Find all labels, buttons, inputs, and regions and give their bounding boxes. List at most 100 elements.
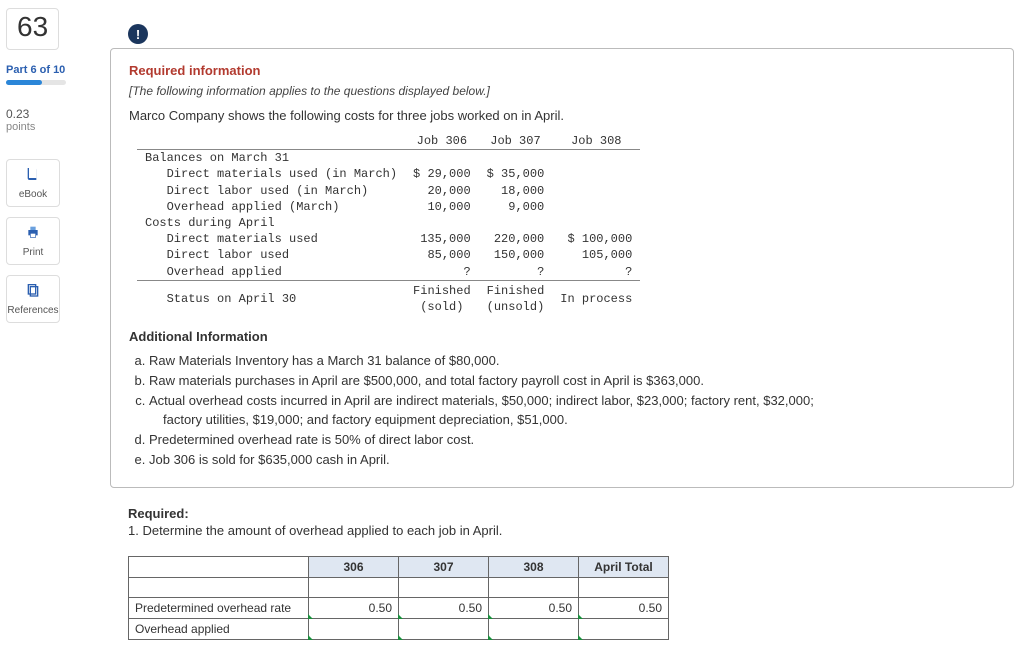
printer-icon [25,224,41,243]
book-icon [25,166,41,185]
cost-table: Job 306 Job 307 Job 308 Balances on Marc… [137,133,640,315]
answer-row-label: Overhead applied [129,619,309,640]
applies-note: [The following information applies to th… [129,84,995,98]
ebook-button[interactable]: eBook [6,159,60,207]
question-number-box: 63 [6,8,59,50]
required-information-panel: Required information [The following info… [110,48,1014,488]
sidebar: 63 Part 6 of 10 0.23 points eBook Print … [0,0,110,333]
cost-table-row: Direct materials used (in March)$ 29,000… [137,166,640,182]
cost-table-cell [479,215,553,231]
cost-table-row-label: Overhead applied [137,264,405,281]
answer-cell [579,578,669,598]
cost-table-row: Balances on March 31 [137,150,640,167]
answer-table: 306 307 308 April Total Predetermined ov… [128,556,669,640]
info-item-a: Raw Materials Inventory has a March 31 b… [149,352,995,370]
answer-cell[interactable] [399,619,489,640]
answer-cell[interactable]: 0.50 [309,598,399,619]
cost-table-cell [552,150,640,167]
answer-cell[interactable]: 0.50 [579,598,669,619]
cost-table-cell [405,215,479,231]
cost-table-cell: 20,000 [405,183,479,199]
cost-table-row: Direct labor used85,000150,000105,000 [137,247,640,263]
part-indicator: Part 6 of 10 [6,64,110,76]
cost-table-row: Overhead applied??? [137,264,640,281]
ebook-label: eBook [19,189,47,200]
references-label: References [7,305,58,316]
cost-table-cell: $ 100,000 [552,231,640,247]
answer-col-307: 307 [399,557,489,578]
cost-table-header-306: Job 306 [405,133,479,150]
cost-table-cell: ? [405,264,479,281]
cost-table-status-label: Status on April 30 [137,280,405,315]
cost-table-cell: 150,000 [479,247,553,263]
cost-table-cell [552,199,640,215]
answer-cell [399,578,489,598]
required-information-heading: Required information [129,63,995,78]
cost-table-row-label: Direct labor used (in March) [137,183,405,199]
info-item-e: Job 306 is sold for $635,000 cash in Apr… [149,451,995,469]
cost-table-cell: 105,000 [552,247,640,263]
cost-table-cell: 85,000 [405,247,479,263]
cost-table-cell [552,183,640,199]
cost-table-cell: 10,000 [405,199,479,215]
answer-table-corner [129,557,309,578]
cost-table-cell [552,166,640,182]
additional-information-list: Raw Materials Inventory has a March 31 b… [129,352,995,469]
answer-row-label [129,578,309,598]
cost-table-cell: ? [552,264,640,281]
answer-cell [489,578,579,598]
cost-table-row-label: Direct labor used [137,247,405,263]
answer-cell[interactable] [579,619,669,640]
info-item-d: Predetermined overhead rate is 50% of di… [149,431,995,449]
info-item-b: Raw materials purchases in April are $50… [149,372,995,390]
part-progress-fill [6,80,42,85]
required-question-1: 1. Determine the amount of overhead appl… [128,523,1014,538]
cost-table-cell: ? [479,264,553,281]
required-label: Required: [128,506,1014,521]
cost-table-status-cell: Finished (sold) [405,280,479,315]
cost-table-status-row: Status on April 30Finished (sold)Finishe… [137,280,640,315]
answer-cell[interactable] [489,619,579,640]
cost-table-cell [552,215,640,231]
answer-col-total: April Total [579,557,669,578]
references-button[interactable]: References [6,275,60,323]
points-label: points [6,121,110,133]
cost-table-cell: 9,000 [479,199,553,215]
cost-table-row: Direct labor used (in March)20,00018,000 [137,183,640,199]
additional-information-heading: Additional Information [129,329,995,344]
main-content: ! Required information [The following in… [110,0,1024,660]
cost-table-row-label: Overhead applied (March) [137,199,405,215]
cost-table-status-cell: Finished (unsold) [479,280,553,315]
cost-table-cell [405,150,479,167]
answer-table-row: Overhead applied [129,619,669,640]
references-icon [25,282,41,301]
answer-cell [309,578,399,598]
answer-col-306: 306 [309,557,399,578]
cost-table-row: Costs during April [137,215,640,231]
answer-row-label: Predetermined overhead rate [129,598,309,619]
cost-table-row-label: Balances on March 31 [137,150,405,167]
answer-cell[interactable]: 0.50 [399,598,489,619]
cost-table-row-label: Direct materials used (in March) [137,166,405,182]
cost-table-header-row: Job 306 Job 307 Job 308 [137,133,640,150]
intro-text: Marco Company shows the following costs … [129,108,995,123]
cost-table-header-blank [137,133,405,150]
cost-table-row-label: Direct materials used [137,231,405,247]
answer-cell[interactable] [309,619,399,640]
cost-table-header-308: Job 308 [552,133,640,150]
answer-cell[interactable]: 0.50 [489,598,579,619]
points-value: 0.23 [6,107,110,121]
answer-col-308: 308 [489,557,579,578]
cost-table-row: Overhead applied (March)10,0009,000 [137,199,640,215]
cost-table-header-307: Job 307 [479,133,553,150]
print-button[interactable]: Print [6,217,60,265]
cost-table-cell: 18,000 [479,183,553,199]
cost-table-cell [479,150,553,167]
cost-table-cell: 220,000 [479,231,553,247]
cost-table-cell: $ 29,000 [405,166,479,182]
alert-icon: ! [128,24,148,44]
cost-table-cell: 135,000 [405,231,479,247]
cost-table-row-label: Costs during April [137,215,405,231]
cost-table-status-cell: In process [552,280,640,315]
answer-table-row [129,578,669,598]
